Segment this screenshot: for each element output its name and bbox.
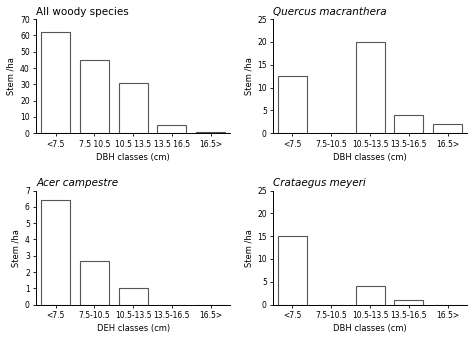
Bar bbox=[196, 132, 225, 133]
Bar bbox=[80, 60, 109, 133]
Bar bbox=[394, 300, 423, 305]
Bar bbox=[278, 236, 307, 305]
Bar bbox=[278, 76, 307, 133]
Bar bbox=[118, 83, 148, 133]
Y-axis label: Stem /ha: Stem /ha bbox=[244, 228, 253, 267]
Y-axis label: Stem /ha: Stem /ha bbox=[244, 57, 253, 95]
Bar bbox=[118, 288, 148, 305]
X-axis label: DBH classes (cm): DBH classes (cm) bbox=[333, 153, 407, 162]
Y-axis label: Stem /ha: Stem /ha bbox=[12, 228, 21, 267]
X-axis label: DBH classes (cm): DBH classes (cm) bbox=[96, 153, 170, 162]
Text: Quercus macranthera: Quercus macranthera bbox=[273, 7, 387, 17]
Bar bbox=[157, 125, 186, 133]
Bar bbox=[41, 32, 70, 133]
Bar bbox=[41, 200, 70, 305]
Bar bbox=[80, 261, 109, 305]
X-axis label: DEH classes (cm): DEH classes (cm) bbox=[97, 324, 170, 333]
Bar bbox=[433, 124, 462, 133]
Bar bbox=[394, 115, 423, 133]
Bar bbox=[356, 42, 384, 133]
Bar bbox=[356, 286, 384, 305]
Text: All woody species: All woody species bbox=[36, 7, 129, 17]
Text: Acer campestre: Acer campestre bbox=[36, 178, 118, 188]
Y-axis label: Stem /ha: Stem /ha bbox=[7, 57, 16, 95]
Text: Crataegus meyeri: Crataegus meyeri bbox=[273, 178, 366, 188]
X-axis label: DBH classes (cm): DBH classes (cm) bbox=[333, 324, 407, 333]
